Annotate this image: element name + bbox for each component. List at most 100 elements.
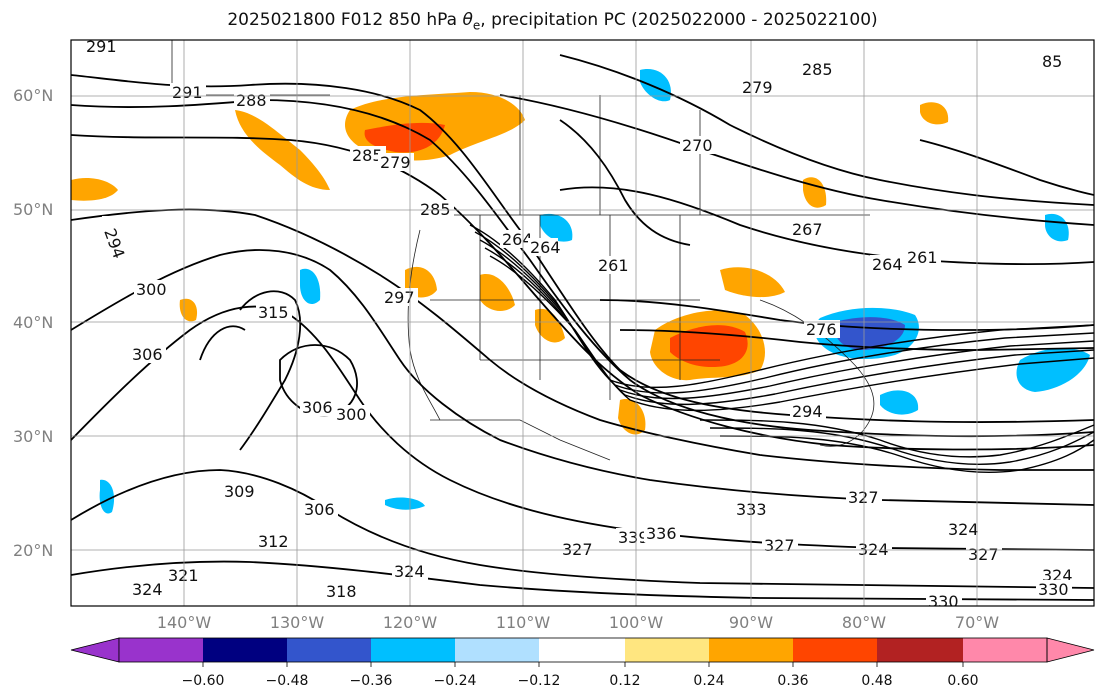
shading-rockies-2 [480, 274, 515, 312]
contour-9 [559, 54, 1094, 206]
svg-text:324: 324 [394, 562, 425, 581]
svg-text:330: 330 [1038, 580, 1069, 599]
colorbar-bin-9 [877, 638, 963, 662]
contour-8 [71, 560, 1094, 601]
contour-11 [559, 186, 1094, 265]
svg-text:−0.36: −0.36 [350, 673, 393, 689]
svg-text:261: 261 [907, 248, 938, 267]
contour-4 [71, 208, 1094, 471]
precip-shading [71, 69, 1090, 514]
svg-text:130°W: 130°W [270, 613, 325, 632]
shading-labrador [920, 102, 949, 125]
map-title: 2025021800 F012 850 hPa θe, precipitatio… [227, 10, 878, 33]
colorbar: −0.60 −0.48 −0.36 −0.24 −0.12 0.12 0.24 … [70, 637, 1095, 689]
svg-text:318: 318 [326, 582, 357, 601]
svg-text:85: 85 [1042, 52, 1062, 71]
svg-text:306: 306 [132, 345, 163, 364]
svg-text:315: 315 [258, 303, 289, 322]
svg-text:312: 312 [258, 532, 289, 551]
coast-west [407, 229, 441, 421]
svg-text:324: 324 [858, 540, 889, 559]
svg-text:321: 321 [168, 566, 199, 585]
shading-plains-n [540, 213, 573, 242]
svg-text:327: 327 [562, 540, 593, 559]
border-us-mexico [430, 419, 611, 461]
svg-text:40°N: 40°N [13, 313, 53, 332]
svg-text:306: 306 [304, 500, 335, 519]
svg-text:110°W: 110°W [496, 613, 551, 632]
svg-text:261: 261 [598, 256, 629, 275]
svg-text:60°N: 60°N [13, 86, 53, 105]
svg-text:80°W: 80°W [842, 613, 886, 632]
svg-text:50°N: 50°N [13, 200, 53, 219]
svg-text:0.60: 0.60 [947, 673, 978, 689]
shading-great-lakes [720, 267, 785, 298]
contour-7 [71, 469, 1094, 589]
svg-text:270: 270 [682, 136, 713, 155]
border-canada-prov [519, 95, 701, 215]
lat-labels: 60°N 50°N 40°N 30°N 20°N [13, 86, 53, 560]
shading-alaska-gulf-core [364, 122, 445, 153]
svg-text:267: 267 [792, 220, 823, 239]
map-frame [70, 39, 1095, 607]
frontal-zone-contours [469, 224, 1094, 474]
svg-text:285: 285 [420, 200, 451, 219]
colorbar-bin-2 [287, 638, 371, 662]
shading-sw-us [535, 308, 565, 343]
svg-text:100°W: 100°W [609, 613, 664, 632]
positive-anomaly-regions [71, 92, 949, 435]
svg-text:327: 327 [968, 545, 999, 564]
shading-quebec [803, 177, 827, 208]
shading-pacific-sub [300, 268, 321, 305]
svg-text:327: 327 [764, 536, 795, 555]
svg-text:120°W: 120°W [383, 613, 438, 632]
colorbar-bin-1 [203, 638, 287, 662]
svg-text:291: 291 [86, 37, 117, 56]
shading-atlantic-canada [1045, 213, 1069, 242]
shading-atlantic-e [1016, 348, 1090, 392]
svg-text:−0.24: −0.24 [434, 673, 477, 689]
svg-text:294: 294 [792, 402, 823, 421]
theta-e-contours [71, 54, 1094, 601]
svg-text:309: 309 [224, 482, 255, 501]
colorbar-bin-3 [371, 638, 455, 662]
contour-15 [239, 290, 302, 451]
svg-text:339: 339 [618, 528, 649, 547]
svg-text:−0.60: −0.60 [182, 673, 225, 689]
shading-mid-atlantic-core [834, 317, 905, 350]
svg-text:0.12: 0.12 [609, 673, 640, 689]
svg-text:330: 330 [928, 592, 959, 611]
svg-text:285: 285 [802, 60, 833, 79]
shading-alaska-panhandle [235, 110, 330, 190]
colorbar-tick-labels: −0.60 −0.48 −0.36 −0.24 −0.12 0.12 0.24 … [182, 673, 979, 689]
contour-16 [199, 325, 246, 361]
colorbar-bin-6 [625, 638, 709, 662]
colorbar-low-extend [70, 637, 120, 663]
svg-text:285: 285 [352, 146, 383, 165]
svg-text:0.24: 0.24 [693, 673, 724, 689]
colorbar-bin-4 [455, 638, 539, 662]
svg-text:336: 336 [646, 524, 677, 543]
svg-text:306: 306 [302, 398, 333, 417]
svg-text:276: 276 [806, 320, 837, 339]
svg-text:−0.12: −0.12 [518, 673, 561, 689]
svg-text:291: 291 [172, 83, 203, 102]
contour-10 [499, 94, 1094, 226]
contour-2 [71, 99, 1094, 438]
lon-labels: 140°W 130°W 120°W 110°W 100°W 90°W 80°W … [157, 613, 999, 632]
shading-pacific-mid [179, 298, 198, 322]
contour-5 [71, 249, 1094, 506]
colorbar-high-extend [1046, 637, 1095, 663]
svg-text:0.36: 0.36 [777, 673, 808, 689]
shading-caribbean [385, 497, 425, 510]
contour-3 [71, 134, 1094, 451]
colorbar-bin-7 [709, 638, 793, 662]
svg-text:288: 288 [236, 91, 267, 110]
svg-text:279: 279 [380, 153, 411, 172]
svg-text:20°N: 20°N [13, 541, 53, 560]
svg-text:264: 264 [530, 238, 561, 257]
svg-text:90°W: 90°W [729, 613, 773, 632]
svg-text:300: 300 [136, 280, 167, 299]
colorbar-bin-8 [793, 638, 877, 662]
